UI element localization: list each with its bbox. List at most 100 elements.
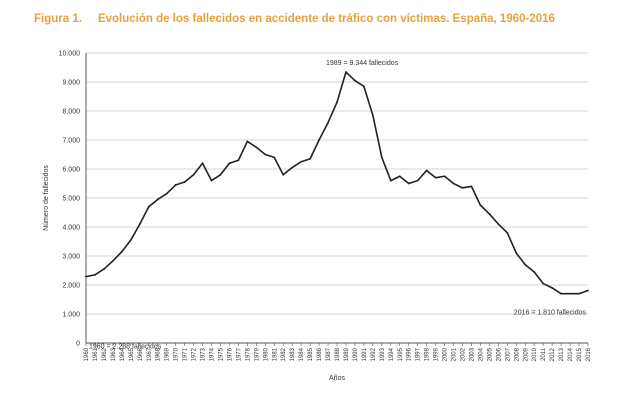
x-tick-label: 1990 xyxy=(353,347,359,361)
data-point xyxy=(524,263,527,266)
data-point xyxy=(479,204,482,207)
data-point xyxy=(434,176,437,179)
x-tick-label: 1995 xyxy=(398,347,404,361)
data-point xyxy=(129,239,132,241)
data-point xyxy=(94,273,96,276)
data-point xyxy=(228,162,231,165)
data-point xyxy=(407,182,410,185)
data-point xyxy=(578,292,580,295)
data-point xyxy=(542,282,545,285)
x-tick-label: 2011 xyxy=(541,347,547,361)
x-tick-label: 1960 xyxy=(84,347,90,361)
data-point xyxy=(201,162,204,165)
y-tick-label: 3.000 xyxy=(62,254,80,261)
x-tick-label: 1973 xyxy=(201,347,207,361)
x-tick-label: 1976 xyxy=(227,347,233,361)
data-point xyxy=(192,173,195,176)
x-tick-label: 2016 xyxy=(586,347,592,361)
data-point xyxy=(362,85,365,88)
x-tick-label: 1991 xyxy=(362,347,368,361)
data-point xyxy=(327,121,329,124)
label-layer: 1989 = 9.344 fallecidos 1960 = 2.288 fall… xyxy=(89,60,586,351)
data-point xyxy=(309,157,312,160)
data-point xyxy=(551,287,554,289)
x-tick-label: 1981 xyxy=(272,347,278,361)
x-tick-label: 2002 xyxy=(461,347,467,361)
x-tick-label: 1968 xyxy=(156,347,162,361)
x-tick-label: 1997 xyxy=(416,347,422,361)
x-tick-label: 1999 xyxy=(434,347,440,361)
data-point xyxy=(461,186,464,189)
series-line-fallecidos xyxy=(85,71,589,295)
data-point xyxy=(443,175,446,178)
data-point xyxy=(515,252,518,255)
figure-title: Figura 1. Evolución de los fallecidos en … xyxy=(34,13,555,25)
data-point xyxy=(237,159,240,162)
data-point xyxy=(246,140,249,143)
x-tick-label: 1987 xyxy=(326,347,332,361)
data-point xyxy=(533,271,536,273)
x-tick-label: 1980 xyxy=(263,347,269,361)
data-point xyxy=(488,213,491,215)
x-axis-label: Años xyxy=(329,375,345,382)
x-tick-label: 1979 xyxy=(254,347,260,361)
data-point xyxy=(371,114,374,117)
x-tick-label: 2008 xyxy=(514,347,520,361)
y-tick-label: 4.000 xyxy=(62,225,80,232)
data-point xyxy=(380,156,383,159)
figure-number: Figura 1. xyxy=(34,13,82,25)
x-tick-label: 2014 xyxy=(568,347,574,361)
y-tick-label: 5.000 xyxy=(62,196,80,203)
data-point xyxy=(497,223,500,226)
x-tick-label: 1982 xyxy=(281,347,287,361)
x-tick-label: 2005 xyxy=(487,347,493,361)
x-tick-label: 2004 xyxy=(478,347,484,361)
y-tick-label: 2.000 xyxy=(62,283,80,290)
x-tick-label: 2003 xyxy=(469,347,475,361)
x-tick-label: 1988 xyxy=(335,347,341,361)
data-point xyxy=(183,181,186,183)
data-point xyxy=(174,184,177,186)
data-point xyxy=(506,231,509,234)
x-tick-label: 1996 xyxy=(407,347,413,361)
x-tick-label: 1971 xyxy=(183,347,189,361)
grid-layer xyxy=(86,52,588,344)
data-point xyxy=(354,79,356,82)
x-tick-label: 1962 xyxy=(102,347,108,361)
x-tick-label: 1961 xyxy=(93,347,99,361)
annotation-2016: 2016 = 1.810 fallecidos xyxy=(514,310,587,317)
data-point xyxy=(587,289,589,292)
x-tick-label: 1965 xyxy=(129,347,135,361)
annotation-peak-1989: 1989 = 9.344 fallecidos xyxy=(326,60,399,67)
y-tick-label: 1.000 xyxy=(62,312,80,319)
x-tick-label: 1970 xyxy=(174,347,180,361)
y-tick-label: 8.000 xyxy=(62,109,80,116)
x-tick-label: 1974 xyxy=(210,347,216,361)
x-tick-label: 2015 xyxy=(577,347,583,361)
x-tick-label: 1972 xyxy=(192,347,198,361)
x-tick-label: 1994 xyxy=(389,347,395,361)
data-point xyxy=(345,71,347,73)
x-tick-label: 1998 xyxy=(425,347,431,361)
x-tick-label: 1977 xyxy=(236,347,242,361)
data-point xyxy=(255,146,258,149)
data-point xyxy=(300,160,303,163)
series-layer xyxy=(85,71,589,295)
x-tick-label: 2012 xyxy=(550,347,556,361)
data-point xyxy=(398,175,401,178)
data-point xyxy=(291,166,294,169)
data-point xyxy=(569,292,571,295)
data-point xyxy=(452,182,455,185)
x-tick-label: 1985 xyxy=(308,347,314,361)
data-point xyxy=(147,205,150,208)
y-tick-label: 6.000 xyxy=(62,167,80,174)
y-tick-label: 0 xyxy=(76,341,80,348)
x-tick-label: 1993 xyxy=(380,347,386,361)
data-point xyxy=(425,169,428,172)
x-tick-label: 1984 xyxy=(299,347,305,361)
data-point xyxy=(273,156,276,159)
x-tick-label: 1975 xyxy=(218,347,224,361)
data-point xyxy=(264,153,267,156)
data-point xyxy=(120,250,123,253)
data-point xyxy=(219,173,222,176)
